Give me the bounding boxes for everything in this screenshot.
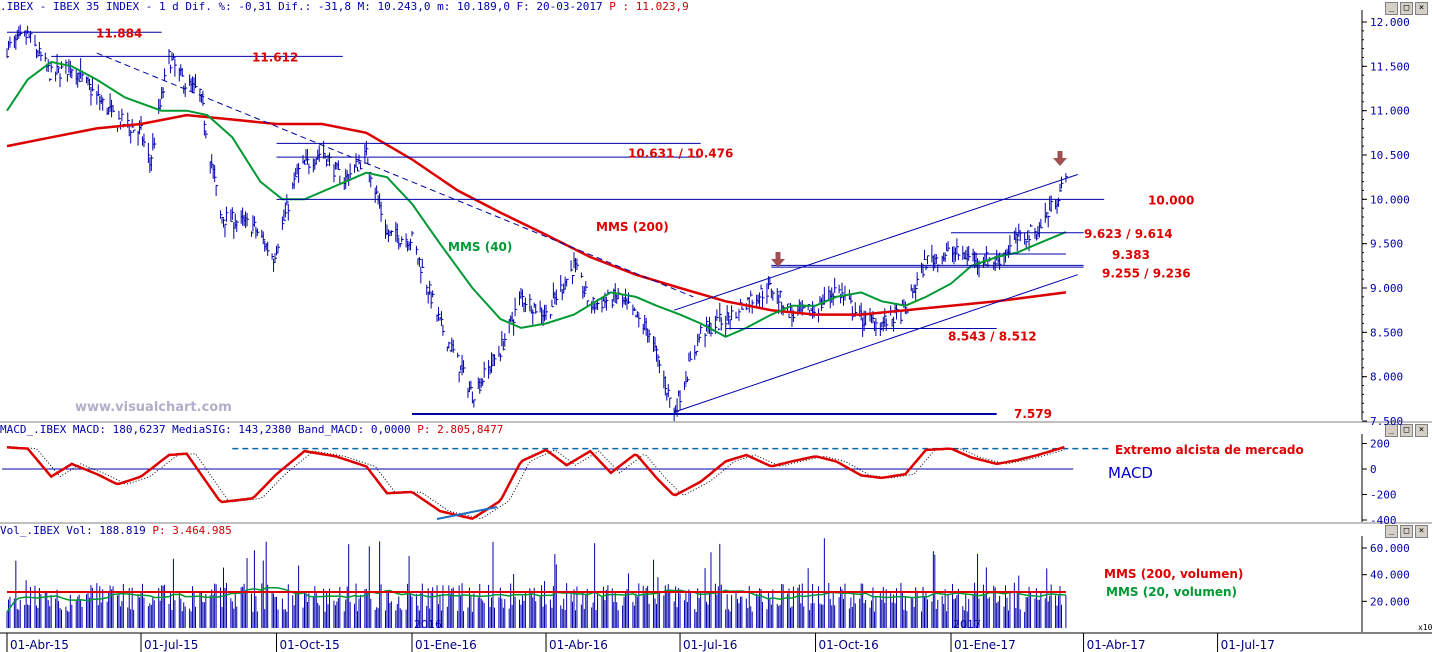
x-tick-label: 01-Abr-16 (549, 638, 608, 652)
x-tick-label: 01-Ene-17 (954, 638, 1016, 652)
macd-label: MACD (1108, 464, 1153, 482)
downtrend-line (96, 52, 694, 298)
macd-line (6, 445, 1065, 521)
volume-header-p: P: 3.464.985 (152, 524, 232, 537)
price-levels: 11.884 11.612 10.631 / 10.476 10.000 9.623 /… (7, 26, 1194, 421)
macd-header-p: P: 2.805,8477 (417, 423, 504, 436)
watermark: www.visualchart.com (75, 400, 232, 415)
macd-window-buttons: _ □ × (1385, 424, 1428, 437)
close-icon[interactable]: × (1415, 424, 1428, 437)
price-tick-label: 12.000 (1370, 16, 1410, 29)
price-tick-label: 7.500 (1370, 415, 1403, 428)
down-arrow-icon (771, 252, 785, 267)
x-tick-label: 01-Oct-15 (280, 638, 340, 652)
macd-tick-label: 200 (1370, 438, 1390, 451)
level-label: 11.612 (252, 50, 298, 64)
price-tick-label: 11.000 (1370, 105, 1410, 118)
maximize-icon[interactable]: □ (1400, 525, 1413, 538)
level-label: 10.000 (1148, 193, 1194, 207)
volume-mms200-label: MMS (200, volumen) (1104, 567, 1243, 581)
price-tick-label: 8.500 (1370, 326, 1403, 339)
price-tick-label: 10.500 (1370, 149, 1410, 162)
mms40-label: MMS (40) (448, 240, 512, 254)
price-tick-label: 9.500 (1370, 238, 1403, 251)
volume-mms20-line (6, 587, 1066, 613)
volume-tick-label: 60.000 (1370, 542, 1410, 555)
macd-tick-label: 0 (1370, 463, 1377, 476)
level-label: 7.579 (1014, 407, 1052, 421)
price-y-ticks: 12.000 11.500 11.000 10.500 10.000 9.500 9.000… (1362, 16, 1410, 428)
macd-panel-header: MACD_.IBEX MACD: 180,6237 MediaSIG: 143,… (0, 423, 503, 437)
maximize-icon[interactable]: □ (1400, 424, 1413, 437)
level-label: 9.383 (1112, 248, 1150, 262)
maximize-icon[interactable]: □ (1400, 2, 1413, 15)
price-tick-label: 9.000 (1370, 282, 1403, 295)
macd-header-text: MACD_.IBEX MACD: 180,6237 MediaSIG: 143,… (0, 423, 411, 436)
macd-divergence-line (436, 506, 498, 520)
close-icon[interactable]: × (1415, 525, 1428, 538)
x-tick-label: 01-Oct-16 (819, 638, 879, 652)
price-panel-header: .IBEX - IBEX 35 INDEX - 1 d Dif. %: -0,3… (0, 0, 689, 14)
x-axis: 01-Abr-15 01-Jul-15 01-Oct-15 01-Ene-16 01-A… (6, 633, 1275, 652)
volume-mms20-label: MMS (20, volumen) (1106, 585, 1237, 599)
volume-multiplier: x10 (1418, 623, 1432, 632)
year-label: 2016 (414, 618, 442, 631)
macd-panel: 200 0 -200 -400 Extremo alcista de mercado MA… (2, 438, 1397, 527)
mms40-line (6, 60, 1067, 338)
price-plot-area (2, 12, 1362, 420)
close-icon[interactable]: × (1415, 2, 1428, 15)
volume-tick-label: 20.000 (1370, 595, 1410, 608)
minimize-icon[interactable]: _ (1385, 525, 1398, 538)
volume-panel-header: Vol_.IBEX Vol: 188.819 P: 3.464.985 (0, 524, 232, 538)
down-arrow-icon (1053, 151, 1067, 166)
level-label: 10.631 / 10.476 (628, 146, 733, 160)
mms200-label: MMS (200) (596, 220, 669, 234)
price-header-p: P : 11.023,9 (609, 0, 689, 13)
volume-panel: 60.000 40.000 20.000 x10 MMS (200, volumen) M… (6, 538, 1432, 632)
year-label: 2017 (953, 618, 981, 631)
price-tick-label: 10.000 (1370, 193, 1410, 206)
price-header-text: .IBEX - IBEX 35 INDEX - 1 d Dif. %: -0,3… (0, 0, 603, 13)
price-bars (6, 24, 1068, 422)
mms200-line (6, 113, 1067, 316)
level-label: 11.884 (96, 26, 142, 40)
x-tick-label: 01-Jul-17 (1221, 638, 1275, 652)
volume-tick-label: 40.000 (1370, 569, 1410, 582)
price-tick-label: 11.500 (1370, 60, 1410, 73)
channel-lower-line (673, 274, 1078, 413)
level-label: 9.255 / 9.236 (1102, 266, 1191, 280)
x-tick-label: 01-Abr-17 (1087, 638, 1146, 652)
x-tick-label: 01-Jul-16 (683, 638, 737, 652)
price-window-buttons: _ □ × (1385, 2, 1428, 15)
x-tick-label: 01-Ene-16 (415, 638, 477, 652)
price-tick-label: 8.000 (1370, 371, 1403, 384)
level-label: 8.543 / 8.512 (948, 330, 1037, 344)
minimize-icon[interactable]: _ (1385, 424, 1398, 437)
level-label: 9.623 / 9.614 (1084, 227, 1173, 241)
minimize-icon[interactable]: _ (1385, 2, 1398, 15)
volume-header-text: Vol_.IBEX Vol: 188.819 (0, 524, 146, 537)
channel-upper-line (673, 174, 1078, 311)
macd-tick-label: -400 (1370, 514, 1397, 527)
x-tick-label: 01-Abr-15 (10, 638, 69, 652)
x-tick-label: 01-Jul-15 (144, 638, 198, 652)
volume-window-buttons: _ □ × (1385, 525, 1428, 538)
macd-tick-label: -200 (1370, 489, 1397, 502)
macd-annotation: Extremo alcista de mercado (1115, 443, 1304, 457)
